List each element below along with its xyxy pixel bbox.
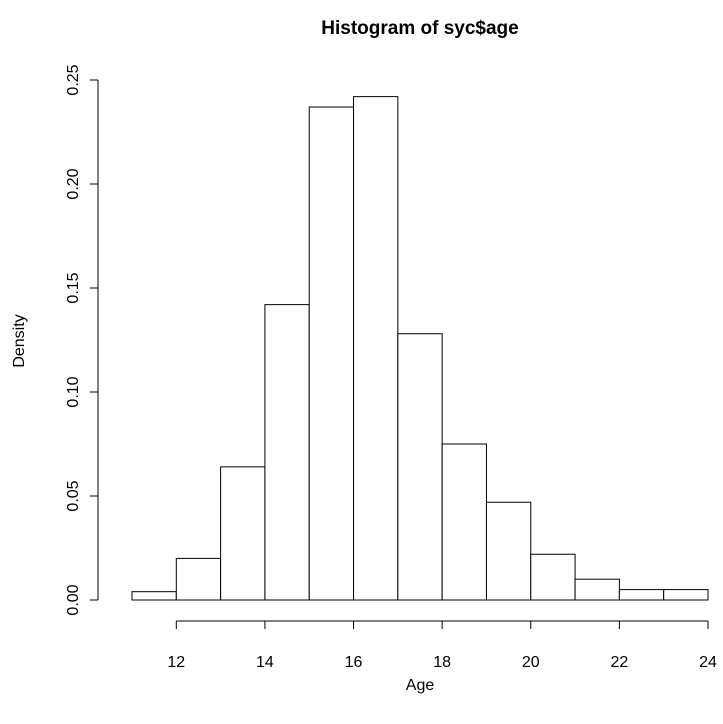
histogram-bar-17-18 bbox=[397, 333, 443, 601]
histogram-bar-16-17 bbox=[353, 96, 399, 601]
chart-title: Histogram of syc$age bbox=[321, 18, 518, 39]
histogram-bar-20-21 bbox=[530, 553, 576, 601]
histogram-bar-11-12 bbox=[131, 591, 177, 601]
y-tick-label: 0.05 bbox=[65, 480, 82, 511]
x-tick-label: 20 bbox=[522, 654, 540, 671]
y-tick-label: 0.25 bbox=[65, 64, 82, 95]
x-tick-label: 22 bbox=[610, 654, 628, 671]
y-tick-label: 0.20 bbox=[65, 168, 82, 199]
histogram-bar-14-15 bbox=[264, 304, 310, 601]
histogram-bar-22-23 bbox=[618, 589, 665, 601]
histogram-bar-23-24 bbox=[663, 589, 709, 601]
histogram-bar-19-20 bbox=[485, 501, 532, 601]
x-tick-label: 12 bbox=[167, 654, 185, 671]
y-tick-label: 0.00 bbox=[65, 584, 82, 615]
histogram-bars bbox=[131, 96, 709, 601]
histogram-bar-13-14 bbox=[220, 466, 266, 601]
x-axis: 12 14 16 18 20 22 24 bbox=[167, 620, 717, 671]
y-tick-label: 0.10 bbox=[65, 376, 82, 407]
y-axis: 0.00 0.05 0.10 0.15 0.20 0.25 bbox=[65, 64, 99, 616]
histogram-bar-21-22 bbox=[574, 578, 620, 601]
x-axis-title: Age bbox=[406, 677, 435, 694]
histogram-bar-18-19 bbox=[441, 443, 487, 601]
x-tick-label: 24 bbox=[699, 654, 717, 671]
histogram-bar-15-16 bbox=[308, 106, 355, 601]
x-tick-label: 18 bbox=[433, 654, 451, 671]
x-tick-label: 16 bbox=[345, 654, 363, 671]
x-tick-label: 14 bbox=[256, 654, 274, 671]
histogram-bar-12-13 bbox=[175, 557, 222, 601]
y-tick-label: 0.15 bbox=[65, 272, 82, 303]
y-axis-title: Density bbox=[11, 314, 28, 367]
